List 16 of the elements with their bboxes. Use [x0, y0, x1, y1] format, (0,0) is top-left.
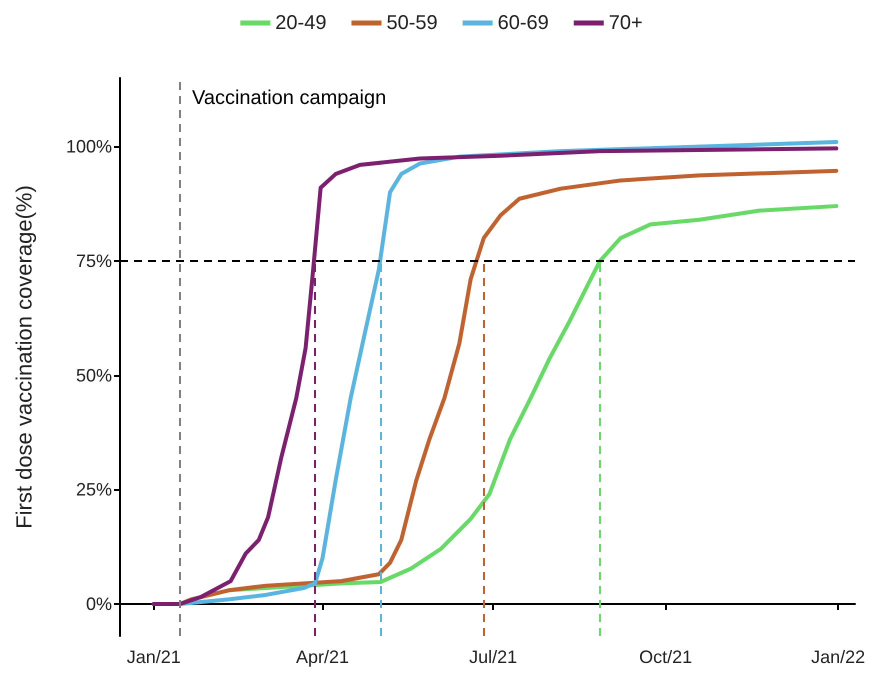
- x-tick-label: Oct/21: [639, 647, 692, 667]
- x-tick-label: Jan/21: [126, 647, 181, 667]
- y-tick-label: 75%: [76, 250, 112, 271]
- legend-label: 20-49: [275, 12, 326, 34]
- y-tick-label: 25%: [76, 480, 112, 500]
- legend-label: 60-69: [498, 12, 549, 34]
- x-tick-label: Apr/21: [296, 647, 350, 667]
- ref-line-label: Vaccination campaign: [192, 87, 386, 109]
- y-axis-title: First dose vaccination coverage(%): [12, 185, 36, 529]
- legend-label: 50-59: [386, 12, 438, 34]
- legend-label: 70+: [608, 12, 643, 34]
- y-tick-label: 50%: [76, 365, 112, 386]
- y-tick-label: 100%: [66, 136, 112, 157]
- x-tick-label: Jul/21: [469, 647, 518, 667]
- x-tick-label: Jan/22: [811, 647, 866, 667]
- y-tick-label: 0%: [86, 594, 112, 614]
